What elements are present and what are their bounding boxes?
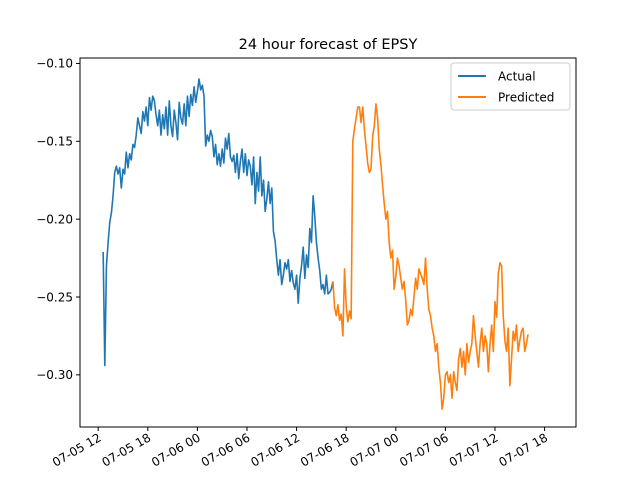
- y-tick-label: −0.25: [36, 290, 73, 304]
- y-tick-label: −0.20: [36, 212, 73, 226]
- plot-area: [102, 78, 529, 410]
- series-line-actual: [102, 78, 334, 367]
- y-tick-label: −0.10: [36, 57, 73, 71]
- y-tick-label: −0.15: [36, 135, 73, 149]
- y-tick-label: −0.30: [36, 368, 73, 382]
- legend-predicted-label: Predicted: [498, 91, 554, 105]
- legend: Actual Predicted: [450, 62, 571, 111]
- series-line-predicted: [332, 103, 529, 410]
- chart-title: 24 hour forecast of EPSY: [239, 37, 418, 53]
- y-axis: −0.30 −0.25 −0.20 −0.15 −0.10: [36, 57, 80, 382]
- plot-frame: [79, 57, 577, 428]
- legend-actual-label: Actual: [498, 70, 536, 84]
- legend-box: [450, 62, 571, 111]
